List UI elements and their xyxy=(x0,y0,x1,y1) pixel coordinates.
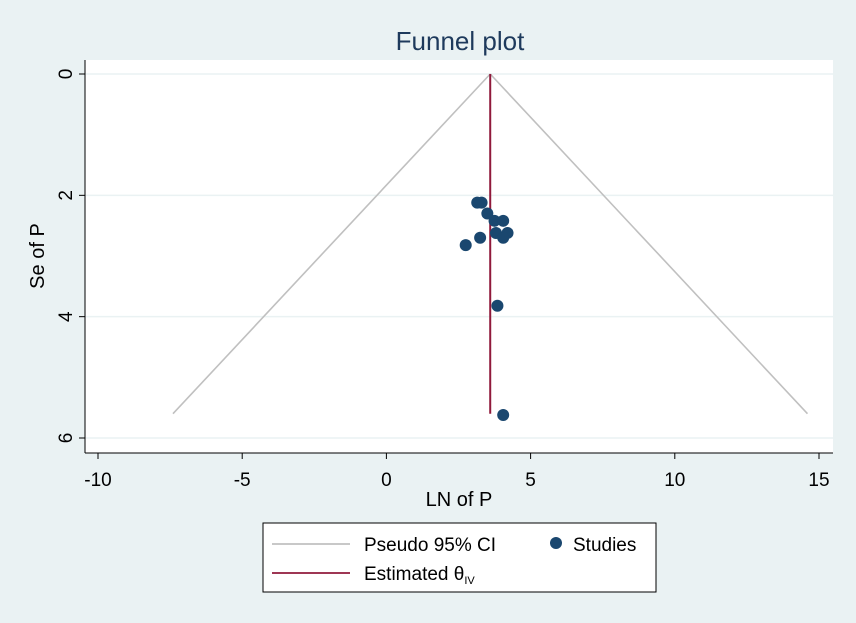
legend-label-ci: Pseudo 95% CI xyxy=(364,535,496,556)
study-point-1 xyxy=(475,196,488,209)
pseudo-ci-right-line xyxy=(489,73,809,415)
study-point-2 xyxy=(481,207,494,220)
y-tick-label-0: 0 xyxy=(56,69,77,80)
pseudo-ci-lines xyxy=(172,73,809,415)
gridlines xyxy=(85,73,833,439)
study-point-7 xyxy=(474,231,487,244)
study-point-4 xyxy=(497,214,510,227)
x-tick-label-0: -10 xyxy=(84,470,111,491)
plot-area xyxy=(85,60,833,453)
study-point-8 xyxy=(497,231,510,244)
x-tick-label-5: 15 xyxy=(808,470,829,491)
y-axis-label: Se of P xyxy=(27,223,49,289)
x-axis-label: LN of P xyxy=(426,489,493,511)
study-point-3 xyxy=(488,214,501,227)
pseudo-ci-left-line xyxy=(172,73,491,415)
legend-label-theta-subscript: IV xyxy=(464,575,475,587)
x-axis-ticks: -10 -5 0 5 10 15 xyxy=(84,453,830,491)
x-tick-label-3: 5 xyxy=(525,470,536,491)
chart-title: Funnel plot xyxy=(396,26,525,56)
legend-label-theta-main: Estimated θ xyxy=(364,564,464,585)
x-tick-label-4: 10 xyxy=(664,470,685,491)
legend-box xyxy=(262,522,657,593)
x-tick-label-2: 0 xyxy=(381,470,392,491)
legend-label-studies: Studies xyxy=(573,535,636,556)
legend-label-theta: Estimated θIV xyxy=(364,564,475,587)
legend: Pseudo 95% CI Studies Estimated θIV xyxy=(262,522,657,593)
y-tick-label-2: 4 xyxy=(56,311,77,322)
x-tick-label-1: -5 xyxy=(234,470,251,491)
study-points xyxy=(459,196,514,421)
y-tick-label-3: 6 xyxy=(56,433,77,444)
y-axis-ticks: 0 2 4 6 xyxy=(56,69,85,444)
legend-swatch-studies xyxy=(550,537,562,549)
study-point-10 xyxy=(491,299,504,312)
study-point-9 xyxy=(459,239,472,252)
study-point-11 xyxy=(497,408,510,421)
y-tick-label-1: 2 xyxy=(56,190,77,201)
